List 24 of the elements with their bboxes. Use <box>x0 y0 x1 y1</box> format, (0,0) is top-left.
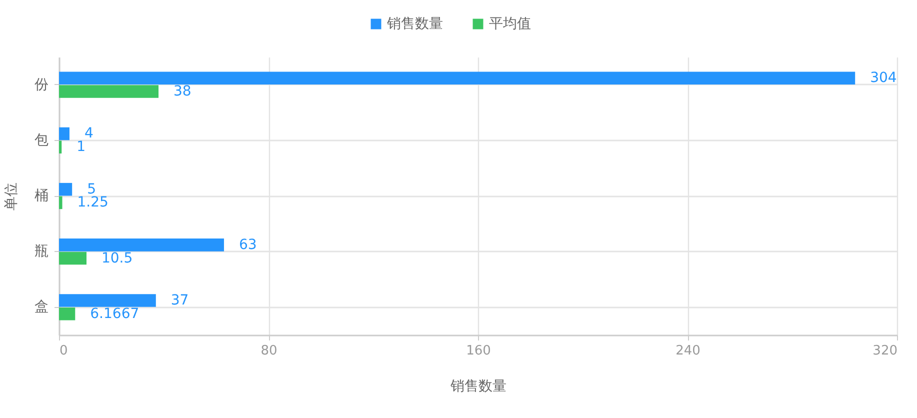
data-label: 38 <box>174 83 192 100</box>
y-tick-label: 包 <box>34 132 48 148</box>
data-label: 1 <box>76 139 86 156</box>
y-tick-label: 盒 <box>34 299 48 316</box>
x-tick-label: 80 <box>260 344 278 358</box>
data-label: 304 <box>870 70 897 86</box>
legend-label: 平均值 <box>489 16 531 32</box>
y-tick-label: 瓶 <box>34 244 48 260</box>
y-tick-label: 桶 <box>34 188 48 204</box>
data-label: 37 <box>170 292 189 309</box>
x-tick-label: 240 <box>676 344 700 358</box>
data-label: 5 <box>87 181 96 198</box>
data-label: 1.25 <box>77 194 108 211</box>
data-label: 63 <box>238 236 257 253</box>
x-tick-label: 320 <box>872 344 898 358</box>
y-axis-title: 单位 <box>4 182 20 210</box>
data-label: 10.5 <box>101 250 133 266</box>
x-tick-label: 160 <box>466 344 491 358</box>
legend-label: 销售数量 <box>386 16 443 32</box>
data-label: 4 <box>84 126 94 142</box>
x-axis-title: 销售数量 <box>450 378 506 394</box>
data-label: 6.1667 <box>90 306 140 322</box>
x-tick-label: 0 <box>60 344 68 358</box>
y-tick-label: 份 <box>34 76 48 93</box>
